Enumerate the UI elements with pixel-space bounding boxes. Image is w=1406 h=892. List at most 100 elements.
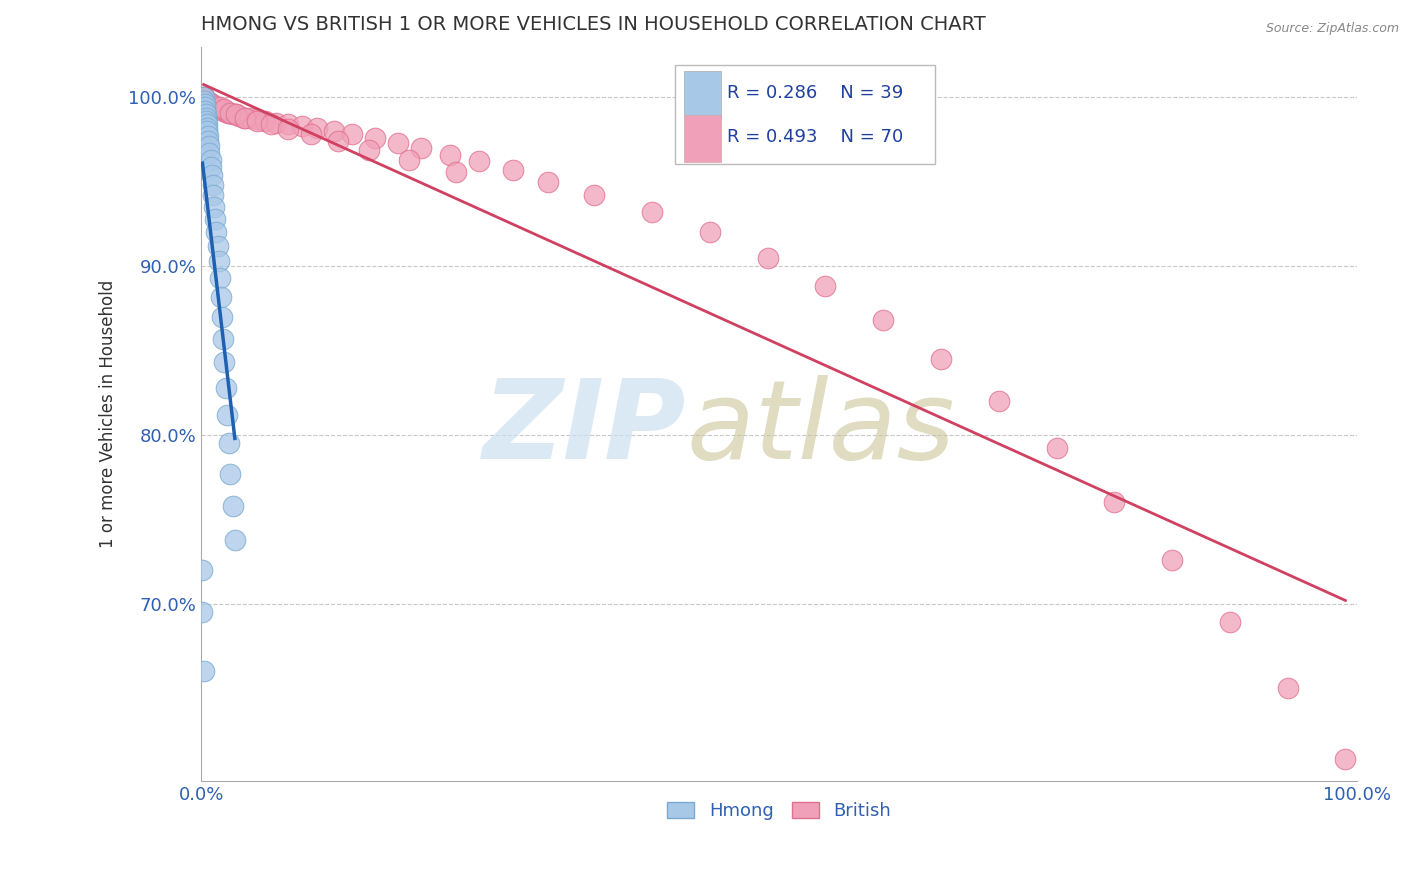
Point [225,107,247,121]
Point [195,95,218,110]
Point [195,117,218,131]
Point [929,351,952,366]
Point [207,239,229,253]
Point [444,164,467,178]
Point [193,90,215,104]
Point [205,225,228,239]
Point [212,332,235,346]
Point [198,95,221,110]
Point [699,225,721,239]
Point [191,563,214,577]
Point [205,100,228,114]
Text: atlas: atlas [686,375,955,482]
Point [214,381,236,395]
Point [299,128,322,142]
Point [198,97,221,112]
Point [215,408,238,422]
Point [198,146,221,161]
Point [193,90,215,104]
Point [987,394,1010,409]
Point [246,112,269,127]
Point [756,251,779,265]
Point [219,467,242,481]
Point [208,271,231,285]
FancyBboxPatch shape [675,65,935,164]
Point [194,94,217,108]
Point [193,94,215,108]
Point [202,100,225,114]
Point [201,168,224,182]
Point [194,111,217,125]
Point [214,355,236,369]
Point [208,102,231,116]
Point [277,117,299,131]
Point [1219,615,1241,630]
Point [260,117,283,131]
Text: R = 0.493    N = 70: R = 0.493 N = 70 [727,128,904,145]
Point [194,97,217,112]
Point [233,111,256,125]
Point [194,107,217,121]
Point [583,188,606,202]
Text: ZIP: ZIP [484,375,686,482]
Point [208,100,231,114]
Point [201,99,224,113]
Point [200,97,222,112]
Point [357,143,380,157]
Point [467,154,489,169]
Point [439,147,461,161]
Point [1161,553,1184,567]
Point [323,124,346,138]
Point [814,279,837,293]
Y-axis label: 1 or more Vehicles in Household: 1 or more Vehicles in Household [100,280,117,548]
Point [217,105,239,120]
Point [197,95,219,110]
Point [1277,681,1299,695]
Point [214,103,236,118]
Point [253,114,276,128]
Point [228,109,250,123]
Point [305,120,328,135]
Point [340,128,363,142]
Point [200,153,222,167]
Point [219,105,242,120]
Point [218,436,240,450]
Point [197,134,219,148]
FancyBboxPatch shape [685,70,721,119]
Text: HMONG VS BRITISH 1 OR MORE VEHICLES IN HOUSEHOLD CORRELATION CHART: HMONG VS BRITISH 1 OR MORE VEHICLES IN H… [201,15,986,34]
Point [641,205,664,219]
Point [214,102,236,116]
Point [387,136,409,150]
Point [291,119,314,133]
Point [239,111,262,125]
Point [246,114,269,128]
Point [191,605,214,619]
Point [197,129,219,144]
Point [1104,495,1126,509]
Point [221,107,243,121]
Point [201,99,224,113]
Point [193,665,215,679]
Point [193,90,215,104]
Point [198,139,221,153]
Point [201,188,224,202]
Point [398,153,420,167]
Point [208,254,231,268]
Point [195,120,218,135]
Point [266,115,288,129]
Point [202,200,225,214]
Point [204,99,226,113]
Point [409,141,432,155]
Point [211,310,233,324]
Point [200,160,222,174]
Legend: Hmong, British: Hmong, British [661,795,898,827]
Point [225,107,247,121]
Point [363,131,385,145]
Point [221,499,243,513]
FancyBboxPatch shape [685,114,721,162]
Point [224,533,246,547]
Point [212,103,235,118]
Point [195,94,218,108]
Point [233,111,256,125]
Text: R = 0.286    N = 39: R = 0.286 N = 39 [727,84,904,102]
